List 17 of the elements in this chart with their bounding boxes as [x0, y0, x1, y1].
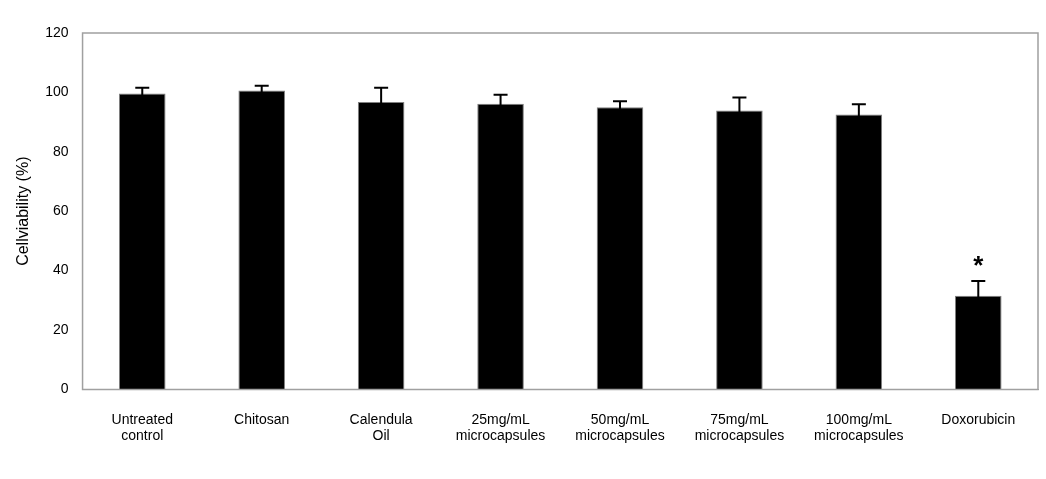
- x-tick-label: 25mg/mL microcapsules: [455, 410, 546, 444]
- x-tick-label: 50mg/mL microcapsules: [575, 410, 665, 444]
- x-tick-label: 100mg/mL microcapsules: [814, 410, 904, 444]
- x-tick-label: 75mg/mL microcapsules: [694, 410, 785, 444]
- y-tick-label: 120: [45, 23, 69, 40]
- x-tick-label: Doxorubicin: [941, 410, 1016, 427]
- y-tick-label: 0: [60, 380, 69, 397]
- y-tick-label: 40: [52, 261, 69, 278]
- x-tick-label: Untreated control: [111, 410, 174, 444]
- y-axis-title: Cellviability (%): [14, 156, 32, 266]
- annotation: *: [973, 250, 985, 281]
- y-tick-label: 100: [45, 83, 69, 100]
- y-tick-label: 60: [52, 202, 69, 219]
- x-tick-label: Chitosan: [234, 410, 290, 427]
- y-tick-label: 80: [52, 142, 69, 159]
- y-tick-label: 20: [52, 320, 69, 337]
- x-tick-label: Calendula Oil: [349, 410, 413, 444]
